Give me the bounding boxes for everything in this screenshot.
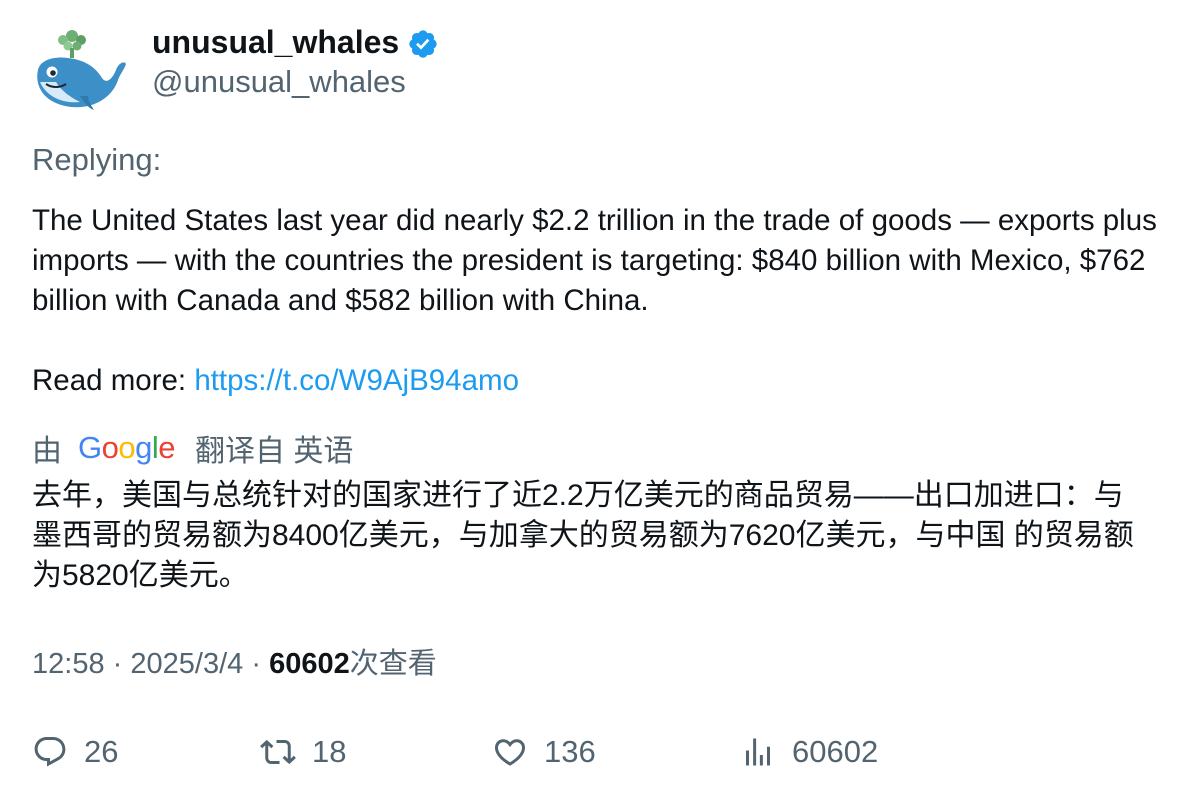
retweet-button[interactable]: 18 (260, 730, 346, 774)
read-more-line: Read more: https://t.co/W9AjB94amo (32, 361, 1172, 401)
views-count: 60602 (269, 648, 350, 680)
views-action-count: 60602 (792, 734, 879, 769)
translated-text: 去年，美国与总统针对的国家进行了近2.2万亿美元的商品贸易——出口加进口：与墨西… (32, 479, 1134, 592)
retweet-count: 18 (312, 734, 347, 769)
like-button[interactable]: 136 (492, 730, 596, 774)
replying-label: Replying: (32, 142, 162, 177)
verified-badge-icon (409, 30, 437, 58)
tweet-link[interactable]: https://t.co/W9AjB94amo (194, 364, 519, 397)
translated-from-label[interactable]: 翻译自 英语 (195, 435, 354, 468)
read-more-label: Read more: (32, 364, 195, 397)
translated-by-label: 由 (32, 435, 62, 468)
analytics-icon (746, 738, 770, 766)
meta-separator: · (251, 648, 261, 680)
translation-attribution: 由 Google 翻译自 英语 (32, 426, 353, 470)
whale-logo-icon[interactable] (32, 26, 128, 112)
reply-count: 26 (84, 734, 119, 769)
reply-button[interactable]: 26 (32, 730, 118, 774)
like-count: 136 (544, 734, 596, 769)
reply-icon (34, 737, 66, 767)
tweet-body: The United States last year did nearly $… (32, 204, 1157, 317)
retweet-icon (260, 739, 296, 765)
meta-separator: · (112, 648, 123, 680)
tweet-time[interactable]: 12:58 (32, 648, 105, 680)
author-display-name[interactable]: unusual_whales (152, 24, 400, 60)
author-handle[interactable]: @unusual_whales (152, 64, 406, 99)
tweet-date[interactable]: 2025/3/4 (130, 648, 244, 680)
google-logo-icon: Google (78, 430, 176, 465)
tweet-text: The United States last year did nearly $… (32, 201, 1172, 401)
views-label: 次查看 (349, 648, 437, 680)
views-button[interactable]: 60602 (740, 730, 878, 774)
heart-icon (494, 739, 526, 766)
tweet-meta: 12:58 · 2025/3/4 · 60602次查看 (32, 644, 437, 684)
